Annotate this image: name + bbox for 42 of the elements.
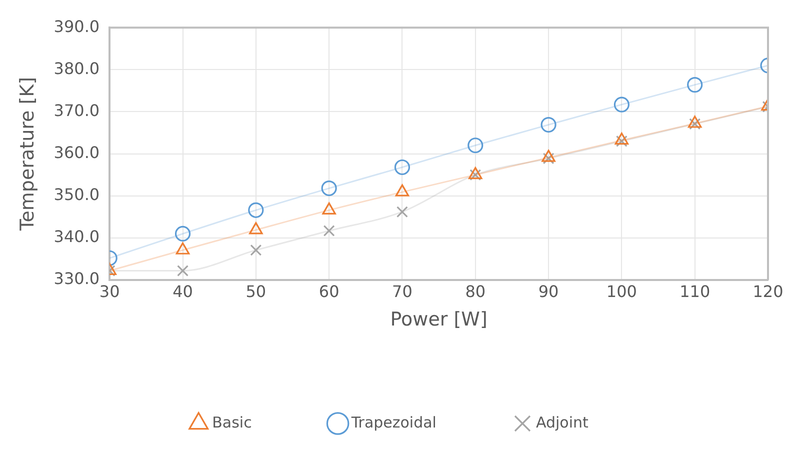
- point: [248, 202, 264, 218]
- point: [396, 206, 408, 218]
- point: [177, 264, 189, 276]
- legend-label: Adjoint: [536, 413, 589, 432]
- x-tick-label: 40: [172, 282, 193, 301]
- point: [322, 202, 336, 214]
- point: [542, 152, 554, 164]
- point: [174, 226, 191, 242]
- x-tick-label: 30: [99, 282, 120, 301]
- point: [542, 150, 556, 162]
- y-tick-label: 340.0: [54, 227, 100, 246]
- x-tick-label: 70: [392, 282, 412, 301]
- point: [323, 225, 335, 237]
- y-tick-label: 390.0: [54, 16, 100, 36]
- point: [468, 138, 484, 154]
- x-tick-label: 110: [680, 282, 710, 301]
- y-tick-label: 370.0: [54, 100, 100, 120]
- legend-label: Basic: [212, 413, 252, 432]
- point: [249, 222, 263, 234]
- point: [614, 132, 629, 145]
- point: [176, 242, 190, 254]
- x-tick-label: 100: [606, 282, 637, 301]
- y-tick-label: 350.0: [54, 185, 100, 204]
- x-tick-label: 90: [538, 282, 559, 301]
- x-tick-label: 60: [318, 282, 340, 301]
- x-axis-title: Power [W]: [390, 308, 488, 331]
- point: [687, 77, 703, 93]
- x-tick-label: 80: [465, 282, 486, 301]
- point: [395, 184, 410, 196]
- point: [540, 116, 556, 133]
- point: [688, 116, 702, 128]
- x-tick-label: 50: [246, 282, 266, 301]
- legend-label: Trapezoidal: [350, 413, 436, 432]
- y-tick-label: 330.0: [54, 269, 100, 288]
- y-axis-title: Temperature [K]: [16, 76, 38, 232]
- x-tick-label: 120: [752, 282, 784, 301]
- point: [614, 96, 630, 112]
- y-tick-label: 360.0: [54, 142, 100, 162]
- point: [250, 244, 262, 256]
- point: [394, 159, 410, 176]
- y-tick-label: 380.0: [54, 58, 100, 78]
- point: [321, 180, 337, 196]
